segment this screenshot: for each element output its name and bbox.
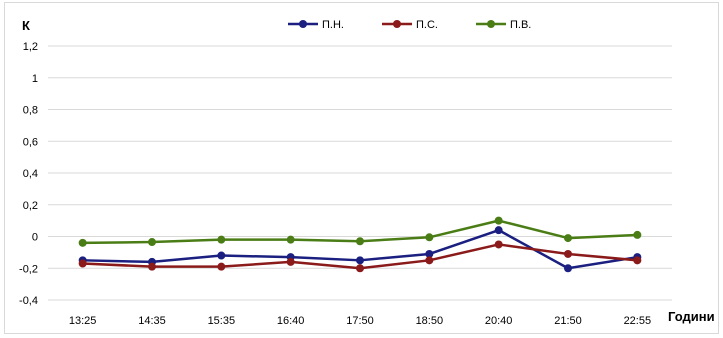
data-point <box>425 256 434 265</box>
data-point <box>217 235 226 244</box>
y-tick-label: 0,8 <box>23 105 38 117</box>
y-tick-label: 0 <box>32 232 38 244</box>
legend-marker <box>299 20 307 28</box>
series-group <box>78 216 642 273</box>
y-tick-label: -0,4 <box>19 295 38 307</box>
legend-label: П.Н. <box>322 19 344 31</box>
y-tick-label: -0,2 <box>19 263 38 275</box>
x-tick-label: 13:25 <box>69 315 97 327</box>
data-point <box>78 259 87 268</box>
chart-frame <box>4 2 719 334</box>
x-tick-label: 15:35 <box>208 315 236 327</box>
x-tick-label: 20:40 <box>485 315 513 327</box>
x-tick-label: 17:50 <box>346 315 374 327</box>
y-tick-label: 0,2 <box>23 200 38 212</box>
data-point <box>217 251 226 260</box>
data-point <box>356 264 364 273</box>
x-axis-title: Години <box>668 309 715 324</box>
data-point <box>78 238 87 247</box>
legend-marker <box>393 20 401 28</box>
data-point <box>494 226 503 235</box>
y-tick-label: 0,4 <box>23 168 38 180</box>
legend: П.Н. П.С. П.В. <box>288 19 531 31</box>
legend-label: П.С. <box>416 19 438 31</box>
x-tick-label: 22:55 <box>624 315 652 327</box>
data-point <box>564 249 572 258</box>
x-tick-label: 14:35 <box>138 315 166 327</box>
data-point <box>494 216 503 225</box>
data-point <box>425 233 434 242</box>
data-point <box>425 249 434 258</box>
data-point <box>564 234 572 243</box>
data-point <box>148 262 156 271</box>
data-point <box>217 262 226 271</box>
data-point <box>494 240 503 249</box>
x-tick-labels: 13:25 14:35 15:35 16:40 17:50 18:50 20:40 21:50… <box>69 315 651 327</box>
data-point <box>148 238 156 247</box>
y-tick-label: 1,2 <box>23 41 38 53</box>
data-point <box>356 237 364 246</box>
y-tick-label: 0,6 <box>23 136 38 148</box>
x-tick-label: 21:50 <box>554 315 582 327</box>
y-axis-title: К <box>22 18 30 33</box>
data-point <box>286 235 295 244</box>
y-tick-label: 1 <box>32 73 38 85</box>
data-point <box>633 230 642 239</box>
data-point <box>286 257 295 266</box>
x-tick-label: 18:50 <box>416 315 444 327</box>
y-tick-labels: -0,4 -0,2 0 0,2 0,4 0,6 0,8 1 1,2 <box>19 41 38 307</box>
data-point <box>633 256 642 265</box>
x-tick-label: 16:40 <box>277 315 305 327</box>
legend-marker <box>487 20 495 28</box>
data-point <box>564 264 572 273</box>
data-point <box>356 256 364 265</box>
legend-label: П.В. <box>510 19 531 31</box>
